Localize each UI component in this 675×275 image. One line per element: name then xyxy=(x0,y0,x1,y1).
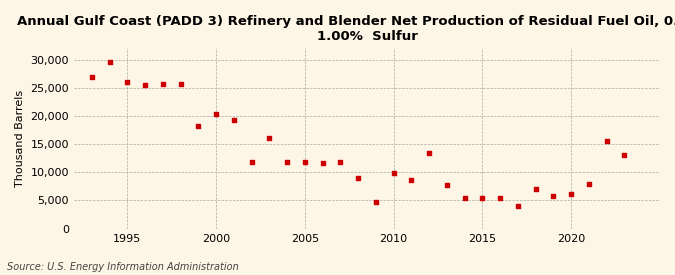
Point xyxy=(619,153,630,158)
Point xyxy=(406,178,416,182)
Point xyxy=(193,124,204,128)
Point xyxy=(86,74,97,79)
Point xyxy=(140,83,151,87)
Point xyxy=(264,136,275,141)
Y-axis label: Thousand Barrels: Thousand Barrels xyxy=(15,90,25,187)
Point xyxy=(353,176,364,180)
Point xyxy=(122,80,133,84)
Title: Annual Gulf Coast (PADD 3) Refinery and Blender Net Production of Residual Fuel : Annual Gulf Coast (PADD 3) Refinery and … xyxy=(17,15,675,43)
Point xyxy=(211,112,221,116)
Point xyxy=(584,182,595,186)
Point xyxy=(246,160,257,164)
Point xyxy=(459,196,470,200)
Point xyxy=(388,171,399,176)
Point xyxy=(371,200,381,204)
Point xyxy=(176,82,186,86)
Point xyxy=(317,161,328,166)
Point xyxy=(548,194,559,198)
Point xyxy=(441,183,452,187)
Point xyxy=(495,196,506,200)
Point xyxy=(512,204,523,208)
Point xyxy=(300,160,310,164)
Point xyxy=(281,160,292,164)
Point xyxy=(601,139,612,144)
Point xyxy=(477,196,488,200)
Text: Source: U.S. Energy Information Administration: Source: U.S. Energy Information Administ… xyxy=(7,262,238,272)
Point xyxy=(157,82,168,86)
Point xyxy=(424,151,435,155)
Point xyxy=(335,160,346,164)
Point xyxy=(228,118,239,123)
Point xyxy=(531,187,541,191)
Point xyxy=(566,191,576,196)
Point xyxy=(104,60,115,65)
